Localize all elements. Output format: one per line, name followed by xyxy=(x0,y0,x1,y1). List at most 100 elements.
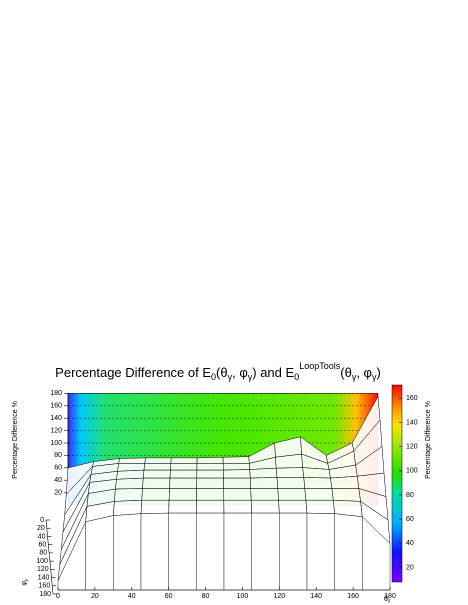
surface-cell xyxy=(114,488,143,502)
surface-cell xyxy=(196,469,224,479)
surface-cell xyxy=(170,457,198,464)
front-skirt xyxy=(196,512,225,591)
surface-cell xyxy=(170,463,198,471)
x-tick-label: 140 xyxy=(310,593,322,600)
title-part: γ xyxy=(228,372,233,382)
surface-cell xyxy=(142,477,171,489)
surface-cell xyxy=(168,499,197,514)
x-tick-label: 40 xyxy=(128,593,136,600)
x-title-part: θ xyxy=(384,596,388,603)
surface-cell xyxy=(249,467,278,479)
y-tick-label: 80 xyxy=(39,550,47,557)
surface-cell xyxy=(196,457,224,464)
surface-cell xyxy=(143,469,171,479)
title-part: (θ xyxy=(340,365,352,380)
title-part: γ xyxy=(352,372,357,382)
surface-cell xyxy=(223,488,252,501)
y-tick-label: 20 xyxy=(37,525,45,532)
surface-cell xyxy=(330,475,360,489)
surface-cell xyxy=(250,499,280,514)
x-axis-title: θγ xyxy=(384,596,391,604)
surface-cell xyxy=(115,477,144,490)
surface-cell xyxy=(143,463,172,471)
surface-cell xyxy=(168,488,197,501)
colorbar-tick-label: 120 xyxy=(406,443,418,450)
z-tick-label: 140 xyxy=(50,415,62,422)
z-tick-label: 80 xyxy=(54,452,62,459)
colorbar-tick-label: 40 xyxy=(406,540,414,547)
title-part: 0 xyxy=(294,372,299,382)
surface-cell xyxy=(116,469,145,480)
x-title-part: γ xyxy=(388,598,391,604)
front-skirt xyxy=(279,512,308,591)
z-tick-label: 160 xyxy=(50,403,62,410)
title-part: , φ xyxy=(232,365,248,380)
y-tick-label: 120 xyxy=(37,566,49,573)
front-skirt xyxy=(334,513,363,591)
surface-cell xyxy=(303,477,333,489)
y-title-part: φ xyxy=(20,580,28,586)
surface-cell xyxy=(222,456,250,464)
y-title-part: γ xyxy=(24,578,30,582)
z-tick-label: 20 xyxy=(54,489,62,496)
surface-cell xyxy=(140,499,170,514)
surface-cell xyxy=(223,477,251,489)
z-tick-label: 40 xyxy=(54,477,62,484)
surface-cell xyxy=(144,457,172,464)
y-tick-label: 140 xyxy=(38,574,50,581)
title-part: LoopTools xyxy=(299,361,341,371)
z-tick-label: 100 xyxy=(50,440,62,447)
colorbar-tick-label: 100 xyxy=(406,468,418,475)
front-skirt xyxy=(85,515,114,591)
colorbar xyxy=(391,384,403,583)
surface-cell xyxy=(223,499,252,514)
x-tick-label: 0 xyxy=(56,593,60,600)
front-skirt xyxy=(306,512,335,591)
surface-cell xyxy=(118,457,146,464)
x-tick-label: 100 xyxy=(237,593,249,600)
y-tick-label: 0 xyxy=(40,517,44,524)
colorbar-tick-label: 20 xyxy=(406,564,414,571)
surface-cell xyxy=(196,463,224,471)
chart-title: Percentage Difference of E0(θγ, φγ) and … xyxy=(55,361,381,382)
surface-cell xyxy=(278,499,308,514)
surface-cell xyxy=(277,488,307,501)
z-tick-label: 120 xyxy=(50,427,62,434)
z-tick-label: 180 xyxy=(50,390,62,397)
surface-cell xyxy=(250,488,279,501)
x-tick-label: 60 xyxy=(165,593,173,600)
surface-cell xyxy=(276,477,306,489)
title-part: γ xyxy=(248,372,253,382)
y-tick-label: 180 xyxy=(39,591,51,598)
colorbar-tick-label: 160 xyxy=(406,395,418,402)
surface-cell xyxy=(196,499,225,514)
front-skirt xyxy=(251,512,280,591)
y-tick-label: 160 xyxy=(39,583,51,590)
surface-cell xyxy=(196,477,224,489)
front-skirt xyxy=(140,512,169,591)
y-tick-label: 60 xyxy=(39,542,47,549)
surface-cell xyxy=(331,488,361,502)
x-tick-label: 80 xyxy=(202,593,210,600)
colorbar-title: Percentage Difference % xyxy=(425,401,432,479)
title-part: ) and E xyxy=(252,365,294,380)
surface-cell xyxy=(304,488,334,501)
title-part: γ xyxy=(372,372,377,382)
surface-cell xyxy=(222,463,251,471)
surface-cell xyxy=(223,469,251,479)
y-tick-label: 40 xyxy=(38,533,46,540)
surface-cell xyxy=(141,488,170,501)
y-tick-label: 100 xyxy=(36,558,48,565)
x-tick-label: 160 xyxy=(347,593,359,600)
colorbar-tick-label: 140 xyxy=(406,419,418,426)
z-axis-title: Percentage Difference % xyxy=(12,401,19,479)
surface-cell xyxy=(275,467,305,478)
surface-cell xyxy=(305,499,335,514)
surface-cell xyxy=(113,499,143,516)
front-skirt xyxy=(223,512,252,591)
z-tick-label: 60 xyxy=(54,465,62,472)
colorbar-tick-label: 80 xyxy=(406,492,414,499)
y-axis-title: φγ xyxy=(20,577,30,586)
title-part: Percentage Difference of E xyxy=(55,365,211,380)
